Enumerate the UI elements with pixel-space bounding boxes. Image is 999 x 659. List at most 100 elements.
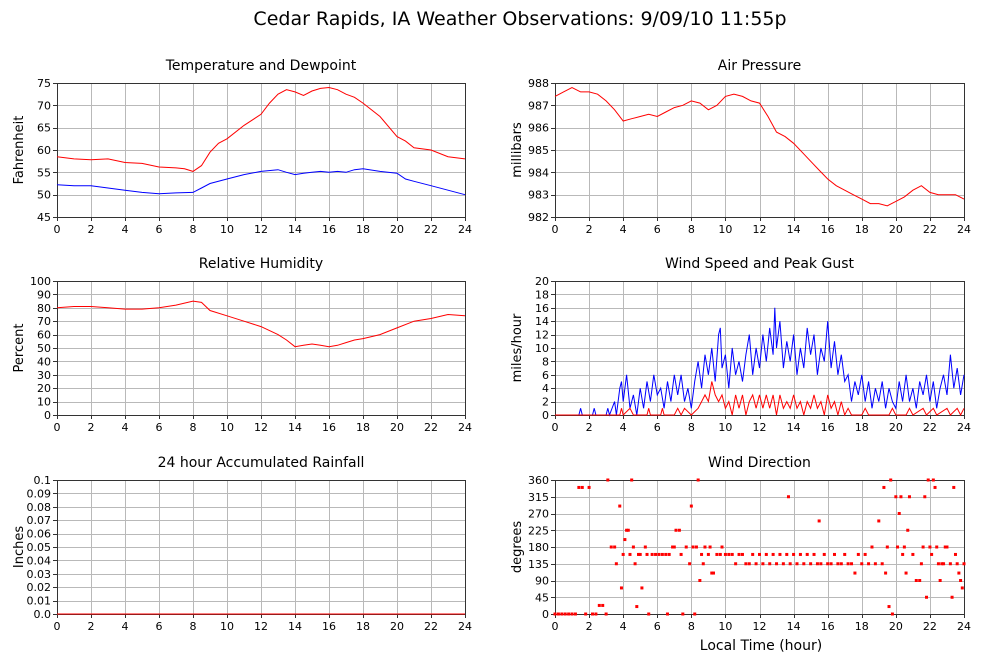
direction-point (950, 595, 954, 599)
direction-point (962, 562, 966, 566)
wind-y-tick-label: 12 (535, 329, 549, 342)
wind-title: Wind Speed and Peak Gust (665, 256, 854, 272)
pressure-x-tick-label: 6 (654, 223, 661, 236)
rainfall-x-tick-label: 8 (190, 620, 197, 633)
rainfall-y-tick-label: 0.04 (27, 554, 52, 567)
direction-y-tick-label: 135 (528, 558, 549, 571)
direction-point (921, 545, 925, 549)
direction-point (614, 562, 618, 566)
direction-x-tick-label: 24 (957, 620, 971, 633)
direction-point (822, 552, 826, 556)
direction-point (628, 552, 632, 556)
direction-point (633, 562, 637, 566)
direction-point (635, 605, 639, 609)
direction-x-tick-label: 10 (718, 620, 732, 633)
direction-point (778, 552, 782, 556)
pressure-y-tick-label: 984 (528, 166, 549, 179)
rainfall-y-tick-label: 0.02 (27, 581, 52, 594)
direction-point (577, 485, 581, 489)
direction-point (706, 552, 710, 556)
direction-point (723, 552, 727, 556)
page-title: Cedar Rapids, IA Weather Observations: 9… (253, 8, 786, 30)
rainfall-x-tick-label: 24 (458, 620, 472, 633)
direction-point (836, 562, 840, 566)
wind-y-tick-label: 16 (535, 302, 549, 315)
direction-point (677, 528, 681, 532)
direction-point (580, 485, 584, 489)
direction-point (863, 552, 867, 556)
wind-x-tick-label: 4 (620, 421, 627, 434)
pressure-x-tick-label: 12 (753, 223, 767, 236)
direction-point (643, 545, 647, 549)
wind-y-tick-label: 18 (535, 288, 549, 301)
rainfall-y-tick-label: 0.1 (34, 474, 52, 487)
direction-point (902, 545, 906, 549)
temperature-y-tick-label: 45 (37, 211, 51, 224)
direction-point (953, 552, 957, 556)
pressure-x-tick-label: 14 (787, 223, 801, 236)
direction-point (696, 478, 700, 482)
temperature-x-tick-label: 24 (458, 223, 472, 236)
direction-y-tick-label: 180 (528, 541, 549, 554)
direction-point (640, 586, 644, 590)
wind-y-tick-label: 4 (542, 382, 549, 395)
direction-point (952, 485, 956, 489)
temperature-x-tick-label: 0 (54, 223, 61, 236)
direction-point (914, 579, 918, 582)
humidity-y-tick-label: 80 (37, 302, 51, 315)
direction-point (870, 545, 874, 549)
direction-point (884, 571, 888, 575)
humidity-x-tick-label: 22 (424, 421, 438, 434)
pressure-title: Air Pressure (718, 58, 801, 74)
direction-point (873, 562, 877, 566)
direction-point (817, 519, 821, 523)
humidity-series-line (56, 300, 466, 348)
direction-point (933, 485, 937, 489)
direction-point (843, 552, 847, 556)
temperature-y-tick-label: 65 (37, 122, 51, 135)
direction-point (850, 562, 854, 566)
direction-point (664, 552, 668, 556)
direction-point (771, 552, 775, 556)
humidity-x-tick-label: 14 (288, 421, 302, 434)
direction-point (928, 545, 932, 549)
pressure-y-tick-label: 982 (528, 211, 549, 224)
direction-point (853, 571, 857, 575)
direction-point (829, 562, 833, 566)
direction-point (590, 612, 594, 616)
direction-point (621, 552, 625, 556)
rainfall-y-tick-label: 0.01 (27, 595, 52, 608)
direction-point (626, 528, 630, 532)
rainfall-y-axis-label: Inches (12, 526, 27, 568)
direction-point (826, 562, 830, 566)
pressure-y-tick-label: 988 (528, 77, 549, 90)
direction-x-tick-label: 18 (855, 620, 869, 633)
direction-point (938, 579, 942, 582)
pressure-x-tick-label: 4 (620, 223, 627, 236)
direction-point (754, 562, 758, 566)
direction-point (630, 478, 634, 482)
rainfall-x-tick-label: 4 (122, 620, 129, 633)
direction-point (693, 612, 697, 616)
direction-point (889, 478, 893, 482)
humidity-y-axis-label: Percent (12, 324, 27, 373)
direction-point (609, 545, 613, 549)
direction-x-tick-label: 2 (586, 620, 593, 633)
direction-point (613, 545, 617, 549)
direction-point (906, 528, 910, 532)
direction-point (832, 552, 836, 556)
direction-point (647, 612, 651, 616)
temperature-x-tick-label: 10 (220, 223, 234, 236)
rainfall-y-tick-label: 0.03 (27, 568, 52, 581)
pressure-x-tick-label: 2 (586, 223, 593, 236)
wind-x-tick-label: 22 (923, 421, 937, 434)
direction-point (637, 552, 641, 556)
direction-point (740, 552, 744, 556)
direction-point (885, 545, 889, 549)
temperature-x-tick-label: 8 (190, 223, 197, 236)
direction-point (700, 552, 704, 556)
x-axis-label: Local Time (hour) (700, 638, 822, 654)
direction-point (623, 538, 627, 542)
